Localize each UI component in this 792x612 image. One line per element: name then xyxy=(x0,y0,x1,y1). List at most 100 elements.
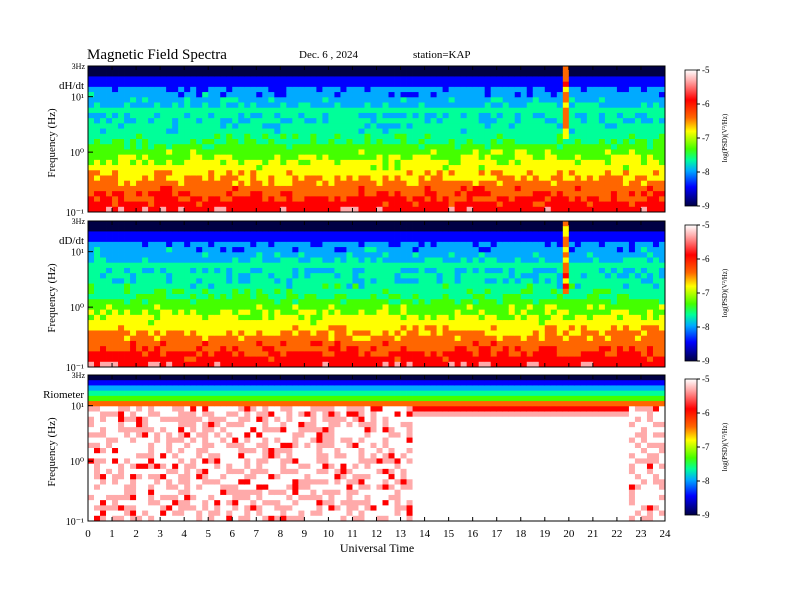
spectrogram-cell xyxy=(304,309,311,316)
spectrogram-cell xyxy=(412,139,419,145)
spectrogram-cell xyxy=(412,273,419,279)
spectrogram-cell xyxy=(640,175,648,182)
spectrogram-cell xyxy=(496,346,504,352)
spectrogram-cell xyxy=(394,92,401,98)
spectrogram-cell xyxy=(226,196,233,202)
spectrogram-cell xyxy=(94,133,101,140)
spectrogram-cell xyxy=(112,252,119,258)
spectrogram-cell xyxy=(136,356,143,363)
spectrogram-cell xyxy=(508,81,516,88)
spectrogram-cell xyxy=(646,107,654,114)
spectrogram-cell xyxy=(304,170,311,176)
spectrogram-cell xyxy=(124,123,131,129)
spectrogram-cell xyxy=(322,241,329,248)
spectrogram-cell xyxy=(244,351,251,357)
spectrogram-cell xyxy=(190,361,197,368)
spectrogram-cell xyxy=(202,112,209,119)
spectrogram-cell xyxy=(382,356,389,363)
spectrogram-cell xyxy=(538,76,546,83)
spectrogram-cell xyxy=(478,71,486,77)
spectrogram-cell xyxy=(244,133,251,140)
spectrogram-cell xyxy=(256,76,263,83)
spectrogram-cell xyxy=(622,133,630,140)
spectrogram-cell xyxy=(478,309,486,316)
spectrogram-cell xyxy=(460,107,468,114)
spectrogram-cell xyxy=(334,185,341,192)
spectrogram-cell xyxy=(268,314,275,321)
spectrogram-cell xyxy=(460,231,468,238)
spectrogram-cell xyxy=(274,221,281,227)
spectrogram-cell xyxy=(148,118,155,124)
spectrogram-cell xyxy=(178,107,185,114)
spectrogram-cell xyxy=(184,139,191,145)
spectrogram-cell xyxy=(454,97,462,103)
spectrogram-cell xyxy=(604,170,612,176)
spectrogram-cell xyxy=(454,180,462,187)
spectrogram-cell xyxy=(532,361,540,368)
spectrogram-cell xyxy=(136,185,143,192)
spectrogram-cell xyxy=(388,346,395,352)
spectrogram-cell xyxy=(358,165,365,171)
spectrogram-cell xyxy=(406,252,413,258)
spectrogram-cell xyxy=(328,320,335,326)
spectrogram-cell xyxy=(256,118,263,124)
spectrogram-cell xyxy=(226,273,233,279)
spectrogram-cell xyxy=(556,294,564,300)
spectrogram-cell xyxy=(394,139,401,145)
spectrogram-cell xyxy=(106,170,113,176)
spectrogram-cell xyxy=(352,278,359,284)
spectrogram-cell xyxy=(424,185,431,192)
spectrogram-cell xyxy=(562,170,570,176)
spectrogram-cell xyxy=(262,283,269,290)
spectrogram-cell xyxy=(526,107,534,114)
spectrogram-cell xyxy=(358,325,365,331)
spectrogram-cell xyxy=(442,314,450,321)
spectrogram-cell xyxy=(658,86,666,93)
spectrogram-cell xyxy=(232,112,239,119)
spectrogram-cell xyxy=(436,257,444,264)
spectrogram-cell xyxy=(442,294,450,300)
spectrogram-cell xyxy=(292,123,299,129)
spectrogram-cell xyxy=(556,175,564,182)
spectrogram-cell xyxy=(100,262,107,269)
spectrogram-cell xyxy=(640,206,648,213)
spectrogram-cell xyxy=(556,206,564,213)
spectrogram-cell xyxy=(304,102,311,109)
spectrogram-cell xyxy=(334,346,341,352)
spectrogram-cell xyxy=(124,92,131,98)
spectrogram-cell xyxy=(124,241,131,248)
spectrogram-cell xyxy=(274,262,281,269)
spectrogram-cell xyxy=(376,165,383,171)
spectrogram-cell xyxy=(130,304,137,311)
spectrogram-cell xyxy=(304,86,311,93)
spectrogram-cell xyxy=(190,267,197,274)
spectrogram-cell xyxy=(430,180,437,187)
spectrogram-cell xyxy=(124,236,131,243)
spectrogram-cell xyxy=(478,165,486,171)
spectrogram-cell xyxy=(232,361,239,368)
spectrogram-cell xyxy=(178,185,185,192)
spectrogram-cell xyxy=(232,76,239,83)
spectrogram-cell xyxy=(358,201,365,208)
spectrogram-cell xyxy=(160,247,167,253)
spectrogram-cell xyxy=(322,294,329,300)
spectrogram-cell xyxy=(454,226,462,232)
spectrogram-cell xyxy=(586,196,594,202)
spectrogram-cell xyxy=(508,118,516,124)
spectrogram-cell xyxy=(496,294,504,300)
spectrogram-cell xyxy=(256,283,263,290)
spectrogram-cell xyxy=(538,299,546,305)
spectrogram-cell xyxy=(406,191,413,197)
spectrogram-cell xyxy=(418,170,425,176)
spectrogram-cell xyxy=(544,252,552,258)
spectrogram-cell xyxy=(610,165,618,171)
spectrogram-cell xyxy=(244,273,251,279)
spectrogram-cell xyxy=(658,185,666,192)
spectrogram-cell xyxy=(520,133,528,140)
spectrogram-cell xyxy=(370,149,377,156)
spectrogram-cell xyxy=(322,180,329,187)
spectrogram-cell xyxy=(472,330,480,337)
spectrogram-cell xyxy=(142,236,149,243)
spectrogram-cell xyxy=(508,320,516,326)
spectrogram-cell xyxy=(418,206,425,213)
